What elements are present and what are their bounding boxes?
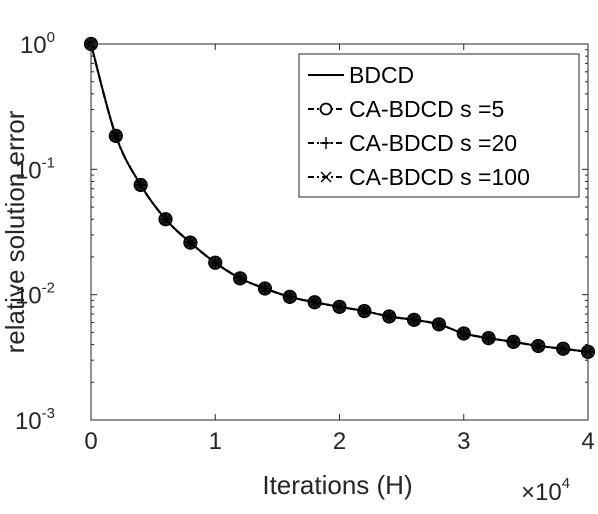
series-3-point-b bbox=[284, 291, 296, 303]
x-tick-label: 1 bbox=[209, 428, 222, 455]
x-tick-label: 2 bbox=[333, 428, 346, 455]
series-3-point bbox=[309, 296, 321, 308]
y-tick-label: 10-1 bbox=[15, 154, 55, 184]
series-3-point bbox=[334, 301, 345, 313]
tick-layer: 0 1 2 3 4 100 10-1 10-2 10-3 bbox=[15, 29, 595, 455]
series-3-point bbox=[483, 332, 495, 344]
series-3-point-b bbox=[234, 272, 246, 284]
legend-label: CA-BDCD s =20 bbox=[349, 130, 517, 156]
series-3-point-b bbox=[483, 332, 495, 344]
x-axis-multiplier-exponent: 4 bbox=[562, 475, 570, 492]
legend-entry: CA-BDCD s =5 bbox=[308, 96, 504, 122]
series-3-point bbox=[358, 305, 370, 317]
series-3-point-b bbox=[209, 257, 221, 269]
legend-marker bbox=[319, 102, 333, 116]
x-axis-label: Iterations (H) bbox=[262, 470, 412, 500]
legend-entry: CA-BDCD s =20 bbox=[308, 130, 517, 156]
series-3-point-b bbox=[458, 328, 470, 339]
series-3-point bbox=[383, 310, 395, 322]
series-3-point bbox=[433, 318, 445, 330]
series-3-point bbox=[110, 130, 122, 142]
series-3-point bbox=[135, 179, 147, 191]
series-3-point bbox=[184, 237, 196, 249]
legend-label: BDCD bbox=[349, 62, 414, 88]
series-3-point-b bbox=[408, 314, 420, 326]
series-3-point-b bbox=[433, 318, 445, 330]
series-3-point-b bbox=[135, 179, 147, 191]
legend-label: CA-BDCD s =100 bbox=[349, 164, 530, 190]
x-axis-multiplier-base: ×10 bbox=[521, 479, 562, 506]
series-3-point-b bbox=[358, 305, 370, 317]
series-3-point-b bbox=[259, 283, 271, 294]
y-tick-label: 100 bbox=[20, 29, 55, 59]
series-3-point-b bbox=[532, 340, 544, 352]
series-3-point bbox=[507, 336, 519, 348]
series-3-point-b bbox=[557, 343, 569, 355]
y-tick-label: 10-3 bbox=[15, 405, 55, 435]
series-3-point bbox=[234, 272, 246, 284]
series-3-point-b bbox=[110, 130, 122, 142]
series-3-point-b bbox=[334, 301, 345, 313]
legend-entry: CA-BDCD s =100 bbox=[308, 164, 530, 190]
series-3-point bbox=[408, 314, 420, 326]
x-tick-label: 0 bbox=[84, 428, 97, 455]
series-3-point-b bbox=[309, 296, 321, 308]
legend-box bbox=[298, 53, 580, 198]
series-3 bbox=[85, 38, 594, 358]
series-3-point bbox=[458, 328, 470, 339]
x-axis-multiplier: ×104 bbox=[521, 475, 570, 506]
x-tick-label: 4 bbox=[581, 428, 594, 455]
series-3-point-b bbox=[383, 310, 395, 322]
y-axis-label: relative solution error bbox=[0, 110, 30, 353]
series-3-point bbox=[160, 213, 172, 225]
series-3-point bbox=[557, 343, 569, 355]
y-tick-label: 10-2 bbox=[15, 280, 55, 310]
legend-marker bbox=[320, 171, 332, 183]
series-3-point-b bbox=[184, 237, 196, 249]
x-tick-label: 3 bbox=[457, 428, 470, 455]
series-3-point-b bbox=[507, 336, 519, 348]
legend-marker-b bbox=[320, 171, 332, 183]
legend-label: CA-BDCD s =5 bbox=[349, 96, 504, 122]
series-3-point bbox=[259, 283, 271, 294]
legend-entry: BDCD bbox=[308, 62, 414, 88]
legend-marker bbox=[320, 137, 332, 149]
series-3-point bbox=[209, 257, 221, 269]
series-3-point bbox=[532, 340, 544, 352]
series-3-point-b bbox=[160, 213, 172, 225]
legend: BDCD CA-BDCD s =5 CA-BDCD s =20 CA-BDCD s =… bbox=[298, 53, 580, 198]
series-3-point bbox=[284, 291, 296, 303]
series-layer bbox=[83, 36, 596, 359]
